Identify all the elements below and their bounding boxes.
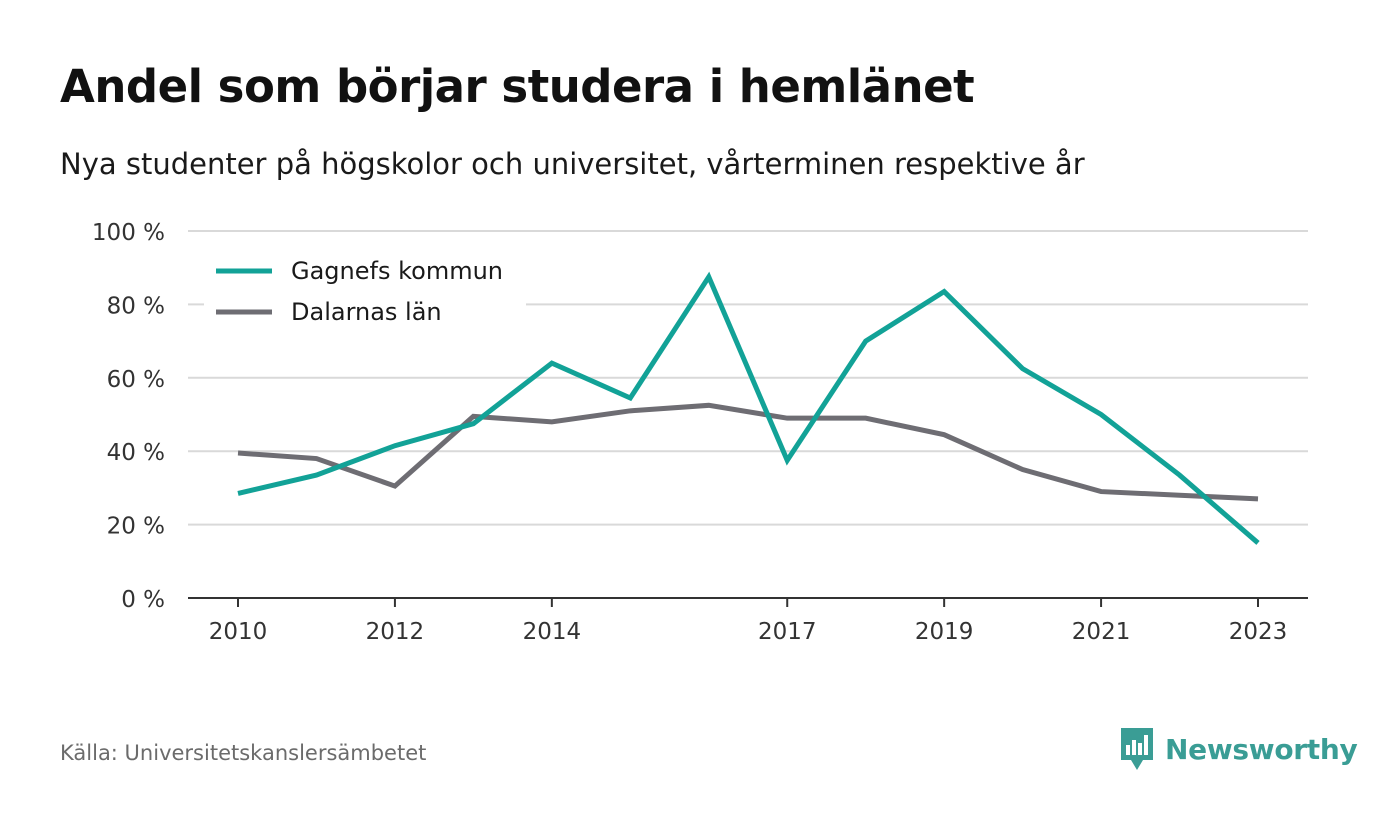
legend-label: Dalarnas län xyxy=(291,298,442,326)
y-tick-label: 0 % xyxy=(121,587,165,613)
x-tick-label: 2010 xyxy=(209,619,268,645)
x-tick-label: 2014 xyxy=(523,619,582,645)
y-tick-label: 20 % xyxy=(107,514,165,540)
brand-logo: Newsworthy xyxy=(1119,726,1358,772)
newsworthy-logo-icon xyxy=(1121,728,1153,770)
series-line xyxy=(237,271,1260,545)
chart-subtitle: Nya studenter på högskolor och universit… xyxy=(60,147,1085,181)
x-tick-label: 2023 xyxy=(1229,619,1288,645)
y-tick-label: 100 % xyxy=(92,220,165,246)
legend-label: Gagnefs kommun xyxy=(291,257,503,285)
source-note: Källa: Universitetskanslersämbetet xyxy=(60,741,427,765)
x-tick-label: 2017 xyxy=(758,619,817,645)
x-tick-label: 2012 xyxy=(366,619,425,645)
x-tick-label: 2019 xyxy=(915,619,974,645)
legend: Gagnefs kommun Dalarnas län xyxy=(204,250,526,330)
y-tick-label: 60 % xyxy=(107,367,165,393)
y-tick-label: 80 % xyxy=(107,293,165,319)
x-tick-label: 2021 xyxy=(1072,619,1131,645)
x-axis: 2010 2012 2014 2017 2019 2021 2023 xyxy=(188,597,1308,645)
chart-title: Andel som börjar studera i hemlänet xyxy=(60,60,975,113)
series-line xyxy=(237,402,1259,502)
series-lines xyxy=(237,271,1260,545)
y-axis-ticks: 0 % 20 % 40 % 60 % 80 % 100 % xyxy=(92,220,165,613)
legend-background xyxy=(204,250,526,330)
y-tick-label: 40 % xyxy=(107,440,165,466)
brand-name: Newsworthy xyxy=(1165,732,1358,766)
